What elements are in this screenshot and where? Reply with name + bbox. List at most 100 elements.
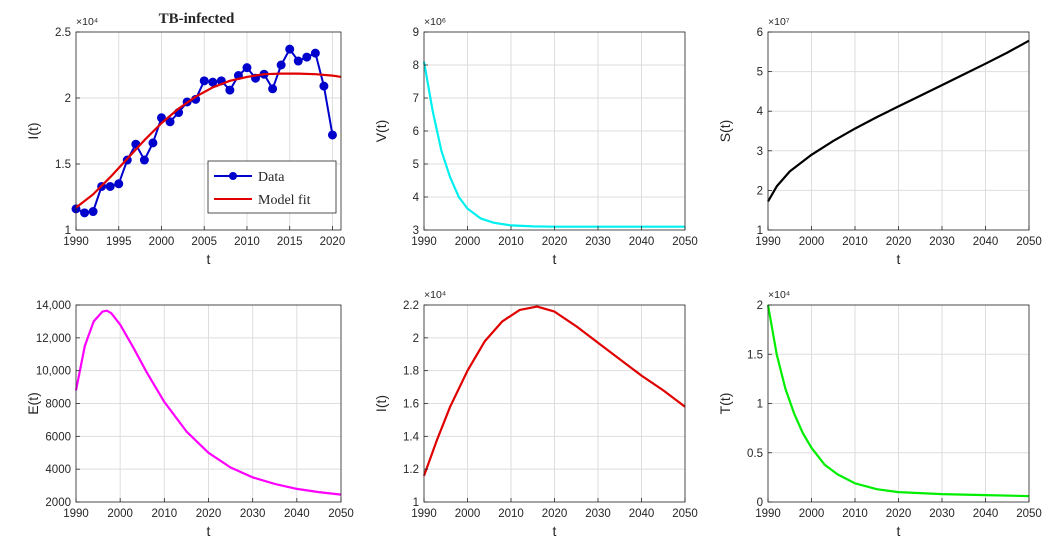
- y-tick-label: 5: [757, 67, 763, 79]
- y-tick-label: 7: [413, 93, 419, 105]
- y-tick-label: 2: [413, 333, 419, 345]
- y-tick-label: 1: [757, 225, 763, 237]
- y-tick-label: 1: [65, 225, 71, 237]
- axis-exponent: ×10⁷: [768, 16, 790, 28]
- y-tick-label: 0.5: [747, 448, 763, 460]
- series-line-1: [422, 305, 686, 477]
- x-tick-label: 2000: [107, 508, 133, 520]
- x-tick-label: 2050: [672, 236, 698, 248]
- y-tick-label: 0: [757, 497, 763, 509]
- data-point: [276, 60, 286, 70]
- series-line-2: [75, 72, 342, 209]
- series-line-1: [767, 39, 1030, 203]
- data-point: [80, 208, 90, 218]
- y-tick-label: 1.5: [55, 159, 71, 171]
- axis-exponent: ×10⁴: [424, 289, 446, 301]
- x-tick-label: 2020: [196, 508, 222, 520]
- y-tick-label: 14,000: [36, 300, 71, 312]
- axis-exponent: ×10⁶: [424, 16, 446, 28]
- data-point: [268, 84, 278, 94]
- data-point: [319, 81, 329, 91]
- x-axis-label: t: [207, 523, 211, 539]
- y-tick-label: 1: [757, 399, 763, 411]
- x-tick-label: 2000: [799, 508, 825, 520]
- data-point: [310, 48, 320, 58]
- y-tick-label: 1.6: [403, 399, 419, 411]
- data-point: [105, 181, 115, 191]
- x-tick-label: 2040: [629, 236, 655, 248]
- x-tick-label: 2015: [277, 236, 303, 248]
- y-tick-label: 2: [757, 185, 763, 197]
- y-tick-label: 1.2: [403, 464, 419, 476]
- y-tick-label: 12,000: [36, 333, 71, 345]
- axis-exponent: ×10⁴: [768, 289, 790, 301]
- x-tick-label: 1990: [63, 508, 89, 520]
- data-point: [165, 117, 175, 127]
- y-tick-label: 1.5: [747, 349, 763, 361]
- x-tick-label: 2010: [842, 236, 868, 248]
- y-tick-label: 4: [413, 192, 420, 204]
- series-line-1: [422, 61, 685, 228]
- y-axis-label: V(t): [373, 120, 389, 143]
- y-tick-label: 3: [413, 225, 419, 237]
- y-tick-label: 6000: [45, 431, 71, 443]
- x-tick-label: 2000: [455, 508, 481, 520]
- x-tick-label: 1990: [755, 236, 781, 248]
- x-tick-label: 2000: [455, 236, 481, 248]
- data-point: [225, 85, 235, 95]
- x-tick-label: 2030: [585, 236, 611, 248]
- legend-label: Model fit: [258, 193, 311, 208]
- data-point: [327, 130, 337, 140]
- y-tick-label: 2: [757, 300, 763, 312]
- x-tick-label: 2040: [973, 508, 999, 520]
- x-axis-label: t: [207, 251, 211, 267]
- data-point: [302, 52, 312, 62]
- y-tick-label: 2: [65, 93, 71, 105]
- y-axis-label: S(t): [717, 120, 733, 143]
- y-tick-label: 2.2: [403, 300, 419, 312]
- data-point: [285, 44, 295, 54]
- x-tick-label: 2000: [799, 236, 825, 248]
- data-point: [114, 179, 124, 189]
- subplot-2: 1990 2000 2010 2020 2030 2040 2050 3 4 5 6 7 8 9 t V(t)…: [373, 16, 698, 267]
- y-tick-label: 2.5: [55, 27, 71, 39]
- y-tick-label: 6: [757, 27, 763, 39]
- x-tick-label: 2050: [672, 508, 698, 520]
- x-tick-label: 2010: [234, 236, 260, 248]
- x-axis-label: t: [897, 251, 901, 267]
- data-point: [208, 77, 218, 87]
- y-axis-label: I(t): [373, 395, 389, 412]
- x-tick-label: 2030: [240, 508, 266, 520]
- subplot-4: 1990 2000 2010 2020 2030 2040 2050200040006000…: [25, 300, 354, 539]
- x-tick-label: 1990: [63, 236, 89, 248]
- x-tick-label: 2020: [886, 508, 912, 520]
- x-tick-label: 2010: [498, 508, 524, 520]
- x-tick-label: 1990: [411, 508, 437, 520]
- x-tick-label: 2020: [542, 508, 568, 520]
- x-tick-label: 2010: [498, 236, 524, 248]
- y-axis-label: E(t): [25, 392, 41, 415]
- data-point: [88, 207, 98, 217]
- x-axis-label: t: [553, 251, 557, 267]
- y-tick-label: 9: [413, 27, 419, 39]
- x-tick-label: 2000: [149, 236, 175, 248]
- y-tick-label: 3: [757, 146, 763, 158]
- x-tick-label: 2040: [973, 236, 999, 248]
- y-tick-label: 1.8: [403, 366, 419, 378]
- x-tick-label: 1990: [411, 236, 437, 248]
- x-tick-label: 2020: [886, 236, 912, 248]
- y-tick-label: 2000: [45, 497, 71, 509]
- y-tick-label: 8000: [45, 399, 71, 411]
- x-tick-label: 2010: [152, 508, 178, 520]
- data-point: [139, 155, 149, 165]
- x-tick-label: 2030: [929, 508, 955, 520]
- x-tick-label: 2030: [929, 236, 955, 248]
- x-tick-label: 2010: [842, 508, 868, 520]
- y-axis-label: T(t): [717, 393, 733, 415]
- x-tick-label: 2020: [542, 236, 568, 248]
- axes-box: [75, 31, 342, 231]
- axis-exponent: ×10⁴: [76, 16, 98, 28]
- y-tick-label: 4000: [45, 464, 71, 476]
- x-tick-label: 2020: [320, 236, 346, 248]
- y-axis-label: I(t): [25, 122, 41, 139]
